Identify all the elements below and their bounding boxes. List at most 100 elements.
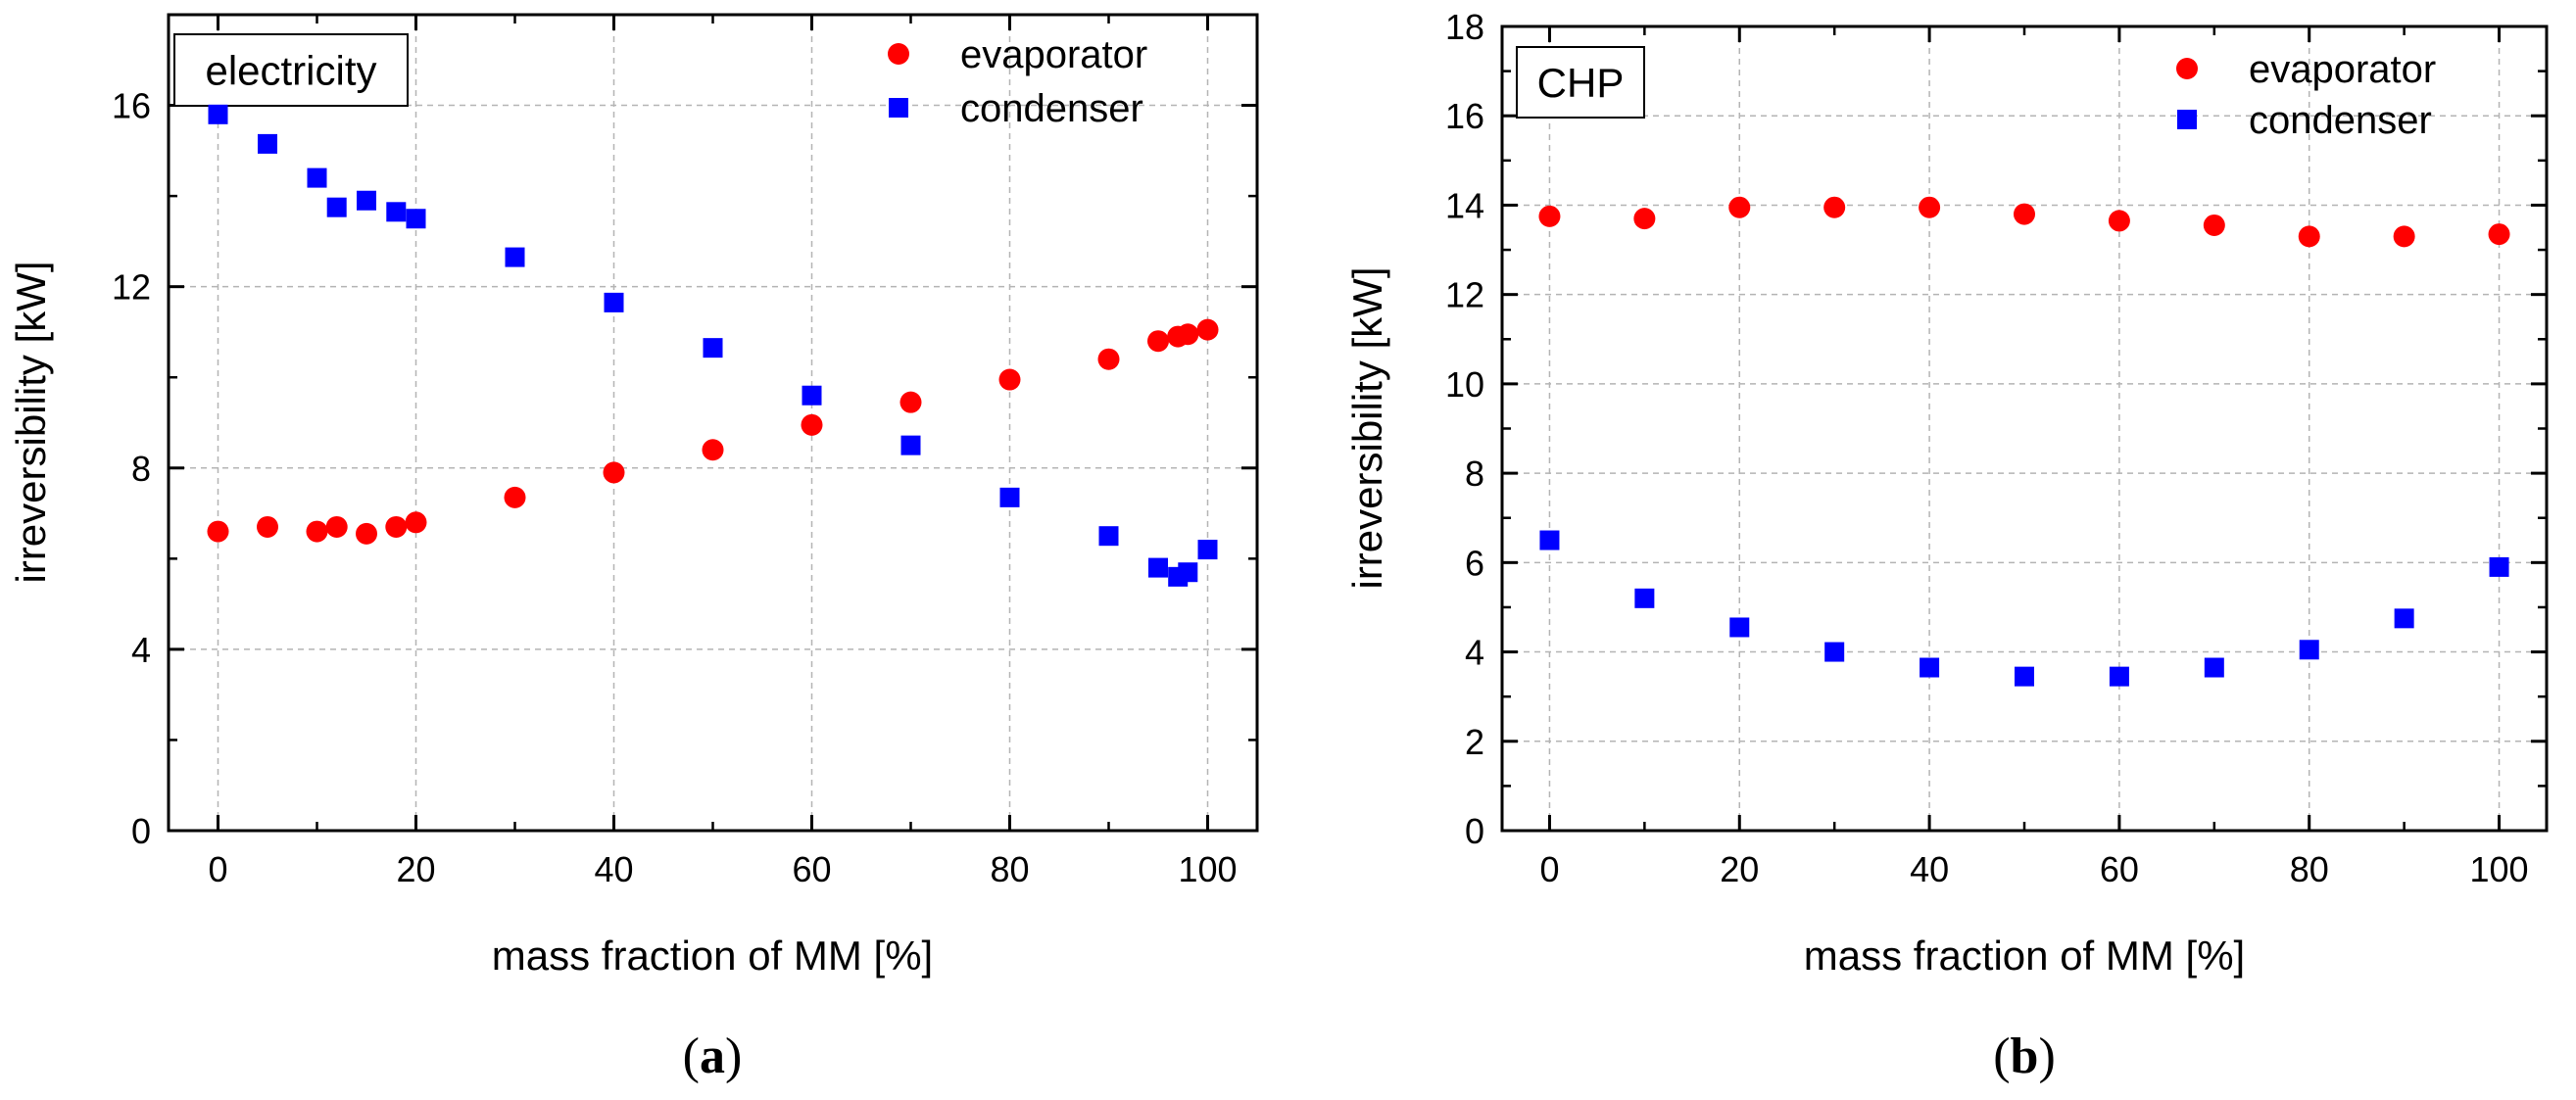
data-point-condenser bbox=[1539, 530, 1560, 550]
data-point-evaporator bbox=[702, 439, 724, 461]
data-point-evaporator bbox=[1823, 196, 1846, 218]
y-tick-label: 8 bbox=[131, 449, 151, 489]
y-tick-label: 0 bbox=[1465, 811, 1484, 851]
y-tick-label: 6 bbox=[1465, 543, 1484, 583]
data-point-condenser bbox=[703, 338, 723, 359]
x-tick-label: 60 bbox=[2100, 849, 2139, 889]
x-axis-title: mass fraction of MM [%] bbox=[1804, 933, 2245, 979]
title-box bbox=[1516, 46, 1645, 119]
data-point-evaporator bbox=[603, 461, 625, 484]
data-point-condenser bbox=[1098, 526, 1119, 547]
data-point-evaporator bbox=[325, 515, 348, 538]
title-box bbox=[173, 33, 409, 107]
data-point-evaporator bbox=[207, 520, 229, 543]
data-point-evaporator bbox=[1097, 348, 1120, 370]
data-point-evaporator bbox=[801, 413, 823, 436]
data-point-condenser bbox=[326, 197, 347, 217]
data-point-condenser bbox=[2109, 666, 2129, 687]
y-tick-label: 16 bbox=[1445, 96, 1484, 136]
y-tick-label: 12 bbox=[112, 267, 151, 308]
panel-label-letter: a bbox=[700, 1028, 725, 1084]
chart-panel-a: 0 4 8 12 16 0 20 40 60 80 100 electricity evaporator… bbox=[8, 13, 1259, 1084]
legend-label-evaporator: evaporator bbox=[960, 33, 1147, 76]
y-tick-label: 4 bbox=[1465, 633, 1484, 673]
data-point-condenser bbox=[1920, 657, 1940, 678]
data-point-evaporator bbox=[2014, 203, 2035, 225]
x-axis-title: mass fraction of MM [%] bbox=[492, 933, 933, 979]
data-point-condenser bbox=[1148, 557, 1168, 578]
legend-marker-evaporator bbox=[2176, 58, 2198, 79]
data-point-condenser bbox=[1178, 562, 1198, 583]
data-point-condenser bbox=[802, 385, 822, 406]
y-tick-label: 12 bbox=[1445, 275, 1484, 315]
x-tick-label: 60 bbox=[792, 849, 831, 889]
x-tick-label: 80 bbox=[2290, 849, 2329, 889]
data-point-condenser bbox=[1634, 588, 1655, 608]
data-point-evaporator bbox=[1538, 205, 1561, 227]
x-tick-label: 100 bbox=[2470, 849, 2529, 889]
data-point-condenser bbox=[1729, 617, 1750, 638]
data-point-condenser bbox=[1197, 540, 1218, 560]
panel-label-close: ) bbox=[2038, 1028, 2055, 1084]
data-point-condenser bbox=[208, 104, 228, 124]
data-point-evaporator bbox=[504, 486, 526, 508]
panel-label-letter: b bbox=[2011, 1028, 2039, 1084]
x-tick-label: 100 bbox=[1178, 849, 1237, 889]
data-point-condenser bbox=[406, 209, 426, 229]
plot-frame bbox=[1500, 24, 2549, 833]
data-point-evaporator bbox=[1919, 196, 1941, 218]
data-point-evaporator bbox=[998, 368, 1021, 391]
chart-title: electricity bbox=[205, 48, 376, 94]
data-point-evaporator bbox=[1147, 330, 1169, 353]
panel-label-close: ) bbox=[725, 1028, 742, 1084]
panel-label-open: ( bbox=[683, 1028, 700, 1084]
legend-label-condenser: condenser bbox=[960, 87, 1143, 130]
x-tick-label: 80 bbox=[990, 849, 1029, 889]
y-axis-title: irreversibility [kW] bbox=[8, 261, 54, 583]
y-tick-label: 2 bbox=[1465, 722, 1484, 762]
data-point-condenser bbox=[1824, 642, 1845, 662]
x-tick-label: 0 bbox=[1539, 849, 1559, 889]
x-tick-label: 40 bbox=[1910, 849, 1949, 889]
data-point-condenser bbox=[900, 435, 921, 455]
data-point-condenser bbox=[2394, 608, 2414, 629]
data-point-evaporator bbox=[2108, 210, 2130, 232]
data-point-condenser bbox=[2299, 640, 2319, 660]
y-tick-label: 8 bbox=[1465, 454, 1484, 494]
data-point-condenser bbox=[2489, 556, 2509, 577]
data-point-evaporator bbox=[385, 515, 408, 538]
y-axis-title: irreversibility [kW] bbox=[1344, 266, 1390, 589]
panel-label: (b) bbox=[1993, 1028, 2056, 1084]
x-tick-label: 0 bbox=[208, 849, 227, 889]
legend-marker-evaporator bbox=[888, 43, 909, 65]
data-point-condenser bbox=[2204, 657, 2224, 678]
chart-panel-b: 0 2 4 6 8 10 12 14 16 18 0 20 40 60 80 100 CHP evaporator… bbox=[1344, 7, 2549, 1084]
data-point-evaporator bbox=[1177, 323, 1199, 346]
y-tick-label: 18 bbox=[1445, 7, 1484, 47]
data-point-evaporator bbox=[2203, 214, 2225, 236]
legend-marker-condenser bbox=[2177, 110, 2197, 129]
y-tick-label: 14 bbox=[1445, 185, 1484, 225]
legend-label-evaporator: evaporator bbox=[2249, 48, 2436, 91]
data-point-evaporator bbox=[1728, 196, 1751, 218]
data-point-evaporator bbox=[2393, 225, 2415, 248]
x-tick-label: 20 bbox=[1720, 849, 1759, 889]
data-point-evaporator bbox=[2488, 223, 2510, 246]
data-point-evaporator bbox=[306, 520, 328, 543]
panel-label-open: ( bbox=[1993, 1028, 2010, 1084]
data-point-condenser bbox=[604, 292, 624, 312]
data-point-evaporator bbox=[899, 391, 922, 413]
legend-label-condenser: condenser bbox=[2249, 99, 2432, 142]
data-point-evaporator bbox=[2298, 225, 2320, 248]
chart-title: CHP bbox=[1537, 60, 1625, 106]
data-point-evaporator bbox=[257, 515, 278, 538]
legend-marker-condenser bbox=[889, 98, 908, 118]
data-point-condenser bbox=[386, 202, 407, 222]
data-point-condenser bbox=[505, 247, 525, 267]
data-point-condenser bbox=[258, 133, 277, 154]
data-point-condenser bbox=[357, 190, 376, 211]
data-point-condenser bbox=[2015, 666, 2034, 687]
plot-frame bbox=[167, 13, 1259, 833]
x-tick-label: 40 bbox=[594, 849, 633, 889]
y-tick-label: 10 bbox=[1445, 364, 1484, 405]
